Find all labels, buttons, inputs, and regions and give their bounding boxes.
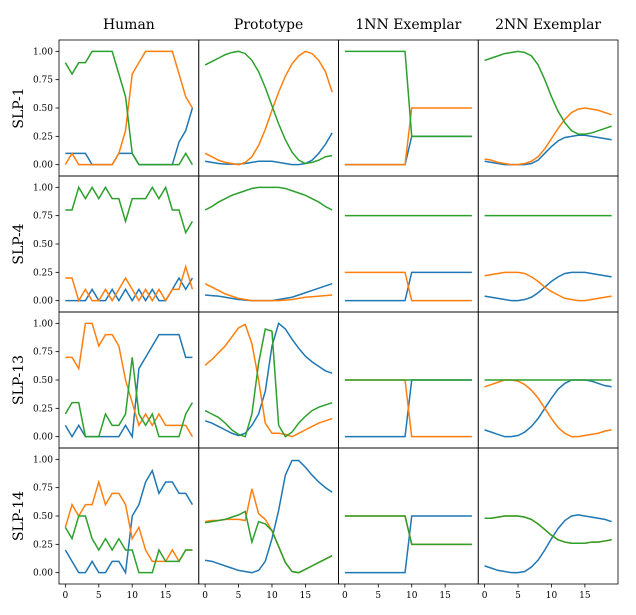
series-line — [65, 107, 194, 166]
x-tick-label: 15 — [300, 591, 312, 601]
row-label: SLP-1 — [11, 87, 27, 128]
series-line — [65, 185, 194, 235]
series-line — [484, 379, 612, 438]
y-tick-label: 1.00 — [33, 183, 53, 193]
series-line — [484, 271, 612, 302]
series-line — [344, 515, 472, 574]
panel-frame — [477, 175, 619, 313]
x-tick-label: 15 — [439, 591, 451, 601]
x-tick-label: 0 — [342, 591, 348, 601]
series-line — [204, 283, 333, 302]
series-line — [344, 271, 472, 302]
series-line — [204, 50, 333, 166]
y-tick-label: 0.75 — [33, 76, 53, 86]
series-line — [64, 50, 194, 166]
y-tick-label: 0.00 — [33, 161, 53, 171]
x-tick-label: 5 — [236, 591, 242, 601]
x-tick-label: 15 — [160, 591, 172, 601]
series-line — [484, 514, 612, 574]
x-tick-label: 5 — [375, 591, 381, 601]
series-line — [204, 488, 333, 574]
series-line — [204, 459, 333, 574]
panel-frame — [338, 175, 479, 313]
y-tick-label: 0.50 — [33, 240, 53, 250]
y-tick-label: 1.00 — [33, 47, 53, 57]
panel-frame — [477, 39, 619, 177]
series-line — [64, 357, 194, 438]
series-line — [204, 510, 333, 574]
series-line — [484, 515, 612, 544]
series-line — [484, 515, 612, 544]
row-label: SLP-13 — [11, 355, 27, 405]
series-line — [204, 186, 333, 211]
x-tick-label: 0 — [482, 591, 488, 601]
x-tick-label: 5 — [96, 591, 102, 601]
y-tick-label: 0.75 — [33, 212, 53, 222]
series-line — [484, 50, 612, 135]
y-tick-label: 1.00 — [33, 455, 53, 465]
row-label: SLP-14 — [11, 491, 27, 541]
series-line — [484, 134, 612, 166]
x-tick-label: 0 — [202, 591, 208, 601]
y-tick-label: 0.00 — [33, 433, 53, 443]
x-tick-label: 10 — [266, 591, 278, 601]
series-line — [204, 323, 333, 438]
y-tick-label: 0.00 — [33, 297, 53, 307]
x-tick-label: 0 — [62, 591, 68, 601]
column-title: 2NN Exemplar — [495, 17, 601, 33]
y-tick-label: 0.75 — [33, 484, 53, 494]
y-tick-label: 0.00 — [33, 569, 53, 579]
y-tick-label: 0.25 — [33, 132, 53, 142]
series-line — [64, 479, 193, 563]
y-tick-label: 0.50 — [33, 104, 53, 114]
series-line — [204, 322, 333, 437]
series-line — [65, 264, 194, 303]
y-tick-label: 0.50 — [33, 512, 53, 522]
y-tick-label: 0.25 — [33, 404, 53, 414]
x-tick-label: 10 — [126, 591, 138, 601]
y-tick-label: 0.50 — [33, 376, 53, 386]
x-tick-label: 5 — [515, 591, 521, 601]
column-title: Human — [103, 17, 155, 33]
x-tick-label: 10 — [406, 591, 418, 601]
y-tick-label: 0.25 — [33, 268, 53, 278]
y-tick-label: 1.00 — [33, 319, 53, 329]
x-tick-label: 15 — [579, 591, 591, 601]
series-line — [64, 515, 193, 574]
panel-frame — [477, 447, 619, 585]
series-line — [64, 468, 194, 575]
series-line — [344, 515, 472, 546]
panel-frame — [58, 175, 200, 313]
series-line — [205, 282, 333, 302]
x-tick-label: 10 — [546, 591, 558, 601]
series-line — [484, 107, 612, 166]
series-line — [204, 328, 333, 438]
row-label: SLP-4 — [11, 223, 27, 264]
column-title: 1NN Exemplar — [355, 17, 461, 33]
column-title: Prototype — [234, 17, 303, 33]
series-line — [204, 50, 333, 165]
series-line — [344, 50, 472, 138]
y-tick-label: 0.25 — [33, 540, 53, 550]
series-line — [484, 271, 612, 302]
series-line — [344, 107, 472, 166]
y-tick-label: 0.75 — [33, 348, 53, 358]
series-line — [484, 379, 612, 438]
series-line — [344, 379, 472, 438]
series-line — [204, 132, 333, 166]
series-line — [64, 50, 194, 166]
